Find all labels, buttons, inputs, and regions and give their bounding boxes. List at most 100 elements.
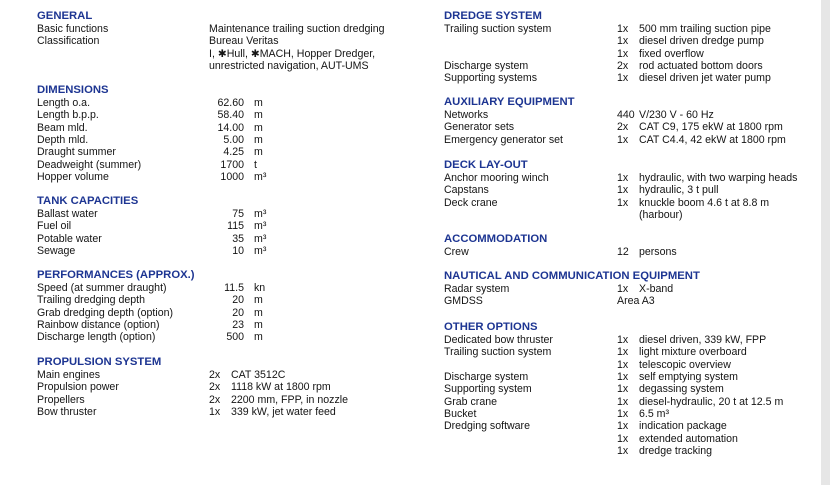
spec-quantity: 2x <box>617 121 629 134</box>
section-general: GENERAL Basic functions Maintenance traili… <box>37 10 385 72</box>
spec-label: Bucket <box>444 408 477 421</box>
spec-row: Draught summer 4.25 m <box>37 146 263 158</box>
spec-row: Ballast water 75 m³ <box>37 208 266 220</box>
spec-row: Length b.p.p. 58.40 m <box>37 109 263 121</box>
spec-description: extended automation <box>639 432 738 445</box>
spec-description: CAT C4.4, 42 ekW at 1800 rpm <box>639 133 786 146</box>
spec-label: Grab crane <box>444 395 497 408</box>
spec-unit: m <box>254 319 263 332</box>
spec-label: GMDSS <box>444 295 483 308</box>
spec-quantity: 1x <box>209 406 221 419</box>
section-heading: DREDGE SYSTEM <box>444 10 542 22</box>
spec-description: diesel driven jet water pump <box>639 72 771 85</box>
spec-unit: m <box>254 146 263 159</box>
spec-quantity: 1x <box>617 383 629 396</box>
spec-description: (harbour) <box>639 209 683 222</box>
spec-quantity: 1x <box>617 184 629 197</box>
spec-label: Hopper volume <box>37 171 109 184</box>
spec-label: Depth mld. <box>37 134 89 147</box>
spec-description: diesel driven, 339 kW, FPP <box>639 334 767 346</box>
spec-label: Grab dredging depth (option) <box>37 306 174 319</box>
spec-row: I, ✱Hull, ✱MACH, Hopper Dredger, <box>37 48 375 60</box>
spec-quantity: 2x <box>209 381 221 394</box>
spec-row: 1x dredge tracking <box>444 445 712 457</box>
spec-quantity: 1x <box>617 408 629 421</box>
spec-row: Dedicated bow thruster 1x diesel driven, 3… <box>444 334 766 346</box>
spec-description: self emptying system <box>639 371 738 384</box>
spec-quantity: 1x <box>617 358 629 371</box>
spec-row: Potable water 35 m³ <box>37 232 266 245</box>
spec-description: diesel driven dredge pump <box>639 35 764 48</box>
spec-quantity: 2x <box>209 393 221 406</box>
spec-unit: m³ <box>254 171 267 184</box>
spec-number: 14.00 <box>217 121 244 134</box>
spec-number: 11.5 <box>224 282 244 294</box>
section-heading: GENERAL <box>37 10 93 22</box>
spec-row: Main engines 2x CAT 3512C <box>37 369 285 381</box>
spec-row: Dredging software 1x indication package <box>444 420 727 432</box>
spec-description: 6.5 m³ <box>639 408 670 421</box>
spec-label: Main engines <box>37 369 101 381</box>
spec-quantity: 1x <box>617 346 629 359</box>
spec-row: Discharge length (option) 500 m <box>37 331 263 343</box>
spec-label: Length o.a. <box>37 97 91 109</box>
spec-quantity: 1x <box>617 371 629 384</box>
spec-row: Trailing suction system 1x light mixture o… <box>444 346 747 358</box>
spec-row: Beam mld. 14.00 m <box>37 122 263 134</box>
spec-number: 20 <box>232 306 244 319</box>
spec-quantity: 1x <box>617 196 629 209</box>
spec-unit: t <box>254 158 257 171</box>
spec-quantity: 2x <box>209 369 221 381</box>
spec-row: Propellers 2x 2200 mm, FPP, in nozzle <box>37 394 348 406</box>
spec-description: V/230 V - 60 Hz <box>639 109 714 121</box>
section-performances-approx: PERFORMANCES (APPROX.) Speed (at summer d… <box>37 269 265 344</box>
spec-label: Potable water <box>37 232 102 245</box>
spec-description: hydraulic, 3 t pull <box>639 184 719 197</box>
spec-number: 1000 <box>220 171 244 184</box>
spec-unit: m³ <box>254 232 267 245</box>
spec-label: Generator sets <box>444 121 515 134</box>
spec-label: Classification <box>37 35 100 48</box>
spec-quantity: 1x <box>617 445 629 458</box>
spec-unit: m <box>254 97 263 109</box>
spec-label: Basic functions <box>37 23 109 35</box>
spec-description: persons <box>639 246 677 258</box>
spec-row: Supporting system 1x degassing system <box>444 383 724 395</box>
spec-label: Bow thruster <box>37 406 97 419</box>
spec-row: Trailing dredging depth 20 m <box>37 294 263 306</box>
section-other-options: OTHER OPTIONS Dedicated bow thruster 1x die… <box>444 321 783 457</box>
spec-row: Bucket 1x 6.5 m³ <box>444 408 669 421</box>
spec-quantity: 1x <box>617 334 629 346</box>
spec-row: Radar system 1x X-band <box>444 283 700 295</box>
spec-row: Basic functions Maintenance trailing suct… <box>37 23 385 35</box>
spec-quantity: 12 <box>617 246 629 258</box>
spec-label: Trailing suction system <box>444 23 552 35</box>
spec-number: 58.40 <box>217 109 244 122</box>
section-accommodation: ACCOMMODATION Crew 12 persons <box>444 233 677 258</box>
spec-unit: m <box>254 294 263 307</box>
spec-row: GMDSS Area A3 <box>444 295 700 307</box>
spec-description: indication package <box>639 420 727 433</box>
spec-label: Emergency generator set <box>444 133 563 146</box>
spec-row: Sewage 10 m³ <box>37 245 266 257</box>
section-propulsion-system: PROPULSION SYSTEM Main engines 2x CAT 3512C… <box>37 356 348 419</box>
section-heading: AUXILIARY EQUIPMENT <box>444 96 575 108</box>
spec-unit: m <box>254 306 263 319</box>
spec-description: hydraulic, with two warping heads <box>639 172 798 184</box>
spec-description: light mixture overboard <box>639 346 747 359</box>
spec-description: 500 mm trailing suction pipe <box>639 23 771 35</box>
spec-description: CAT C9, 175 ekW at 1800 rpm <box>639 121 783 134</box>
spec-label: Networks <box>444 109 489 121</box>
spec-quantity: 1x <box>617 395 629 408</box>
spec-label: Radar system <box>444 283 510 295</box>
spec-number: 75 <box>232 208 244 220</box>
spec-unit: m <box>254 331 263 344</box>
spec-unit: m <box>254 109 263 122</box>
spec-description: telescopic overview <box>639 358 731 371</box>
section-nautical-and-communication-equipment: NAUTICAL AND COMMUNICATION EQUIPMENT Rada… <box>444 270 700 308</box>
spec-number: 115 <box>227 220 244 233</box>
spec-quantity: 1x <box>617 72 629 85</box>
spec-label: Ballast water <box>37 208 98 220</box>
spec-row: Crew 12 persons <box>444 246 677 258</box>
section-heading: DECK LAY-OUT <box>444 159 528 171</box>
